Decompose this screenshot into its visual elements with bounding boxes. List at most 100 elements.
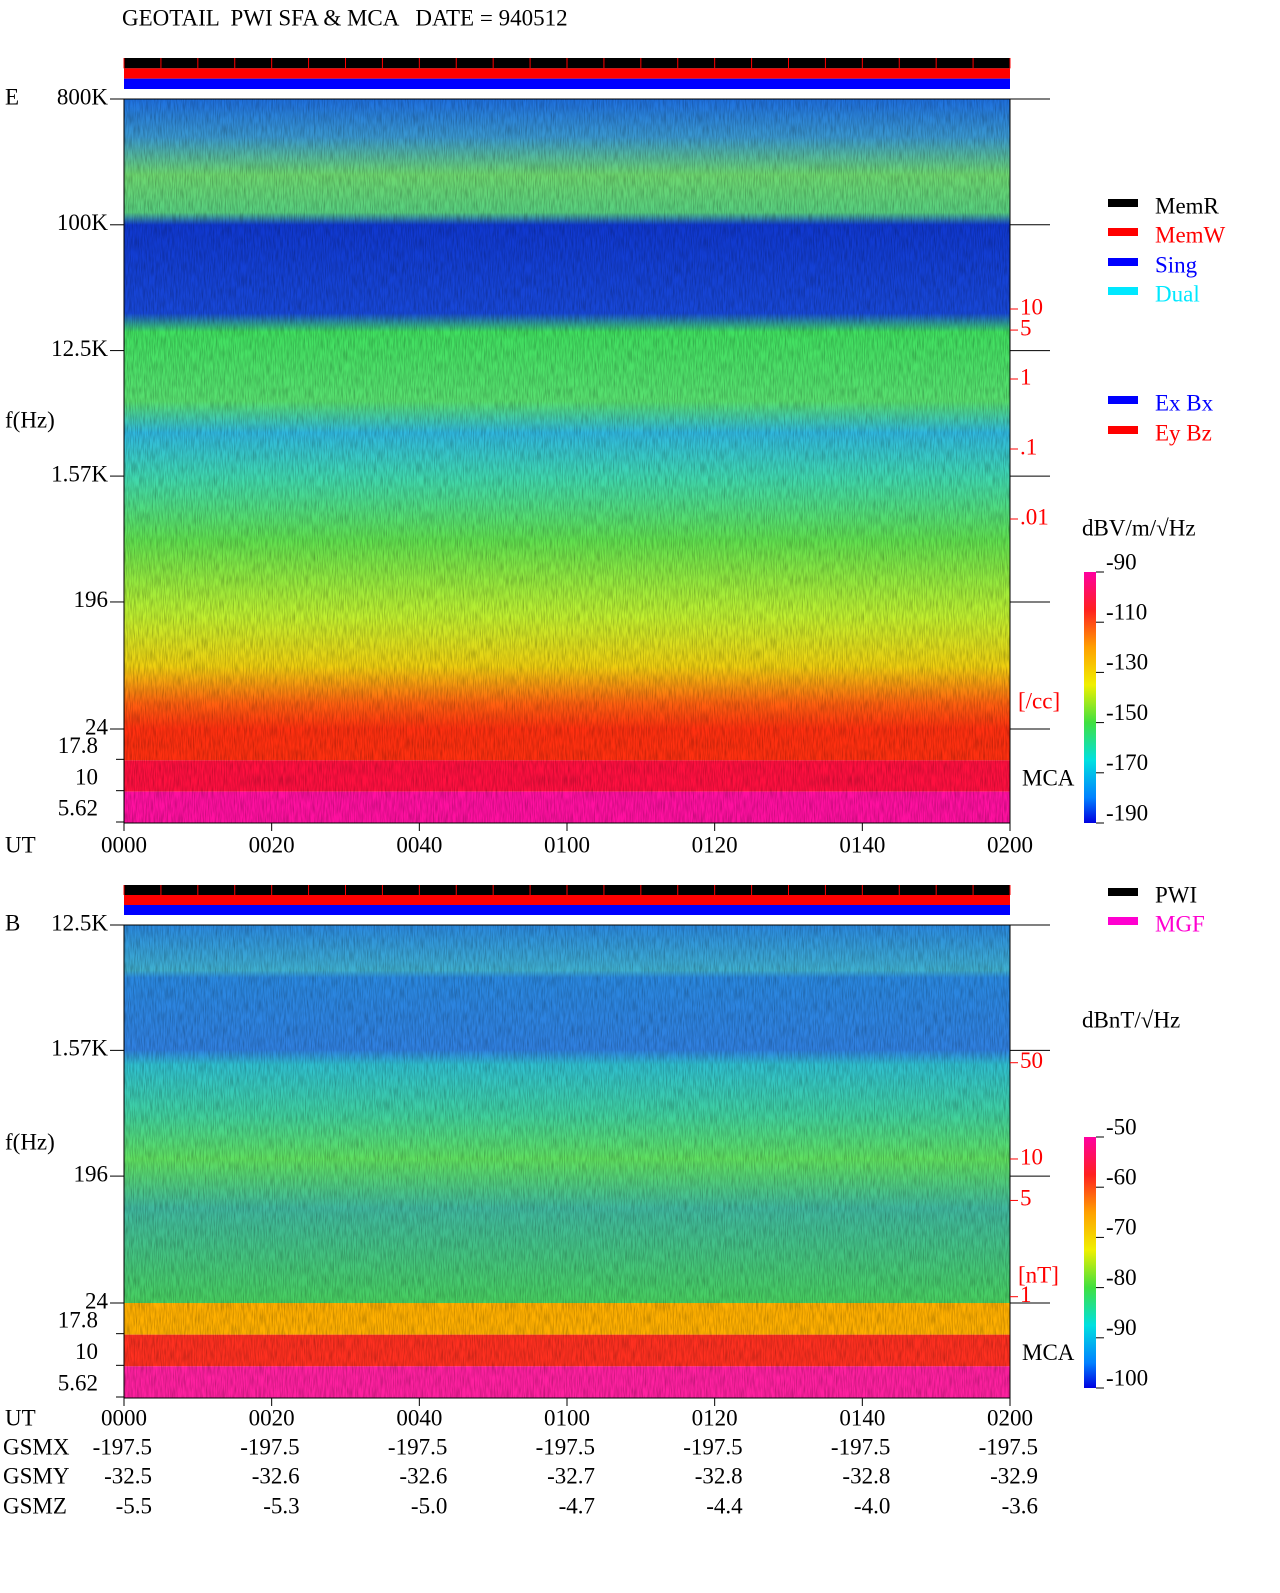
y-axis-label: f(Hz): [5, 1129, 55, 1154]
orbit-value: -32.7: [547, 1463, 595, 1488]
y-tick-label: 12.5K: [51, 336, 108, 361]
mca-tick-label: 10: [75, 764, 98, 789]
status-bar: [124, 78, 1010, 89]
y-tick-label: 196: [74, 587, 109, 612]
mca-label: MCA: [1022, 765, 1075, 790]
y2-tick-label: 1: [1020, 1282, 1032, 1307]
legend-swatch: [1108, 199, 1138, 207]
x-axis-label: UT: [5, 1405, 36, 1430]
orbit-row-label: GSMY: [3, 1463, 70, 1488]
legend-label: Ex Bx: [1155, 390, 1214, 415]
legend-label: Dual: [1155, 281, 1200, 306]
status-bar: [124, 68, 1010, 79]
x-tick-label: 0100: [544, 832, 590, 857]
mca-tick-label: 17.8: [58, 733, 98, 758]
x-tick-label: 0000: [101, 832, 147, 857]
colorbar: [1084, 1137, 1096, 1388]
status-bar: [124, 895, 1010, 905]
x-tick-label: 0100: [544, 1405, 590, 1430]
orbit-value: -32.6: [399, 1463, 447, 1488]
orbit-value: -197.5: [536, 1434, 595, 1459]
status-bar: [124, 905, 1010, 915]
legend-swatch: [1108, 258, 1138, 266]
y2-tick-label: 10: [1020, 1144, 1043, 1169]
y-tick-label: 1.57K: [51, 1036, 108, 1061]
component-label: B: [5, 910, 20, 935]
legend-label: MemR: [1155, 193, 1220, 218]
orbit-value: -5.5: [116, 1493, 152, 1518]
x-tick-label: 0040: [396, 1405, 442, 1430]
mca-tick-label: 10: [75, 1339, 98, 1364]
legend-label: MGF: [1155, 911, 1205, 936]
y2-tick-label: 5: [1020, 315, 1032, 340]
y2-label: [/cc]: [1018, 688, 1060, 713]
orbit-value: -5.3: [263, 1493, 299, 1518]
colorbar-tick-label: -50: [1106, 1114, 1137, 1139]
legend-label: PWI: [1155, 882, 1197, 907]
legend-swatch: [1108, 426, 1138, 434]
orbit-value: -32.5: [104, 1463, 152, 1488]
x-tick-label: 0020: [249, 1405, 295, 1430]
orbit-value: -197.5: [831, 1434, 890, 1459]
orbit-value: -4.4: [706, 1493, 743, 1518]
legend-label: Sing: [1155, 252, 1198, 277]
y-tick-label: 800K: [57, 84, 109, 109]
orbit-value: -32.8: [695, 1463, 743, 1488]
x-tick-label: 0120: [692, 832, 738, 857]
mca-label: MCA: [1022, 1340, 1075, 1365]
chart-title: GEOTAIL PWI SFA & MCA DATE = 940512: [122, 5, 568, 30]
y2-label: [nT]: [1018, 1262, 1059, 1287]
orbit-value: -197.5: [388, 1434, 447, 1459]
colorbar-tick-label: -110: [1106, 599, 1147, 624]
orbit-value: -32.9: [990, 1463, 1038, 1488]
y2-tick-label: 50: [1020, 1048, 1043, 1073]
x-tick-label: 0140: [839, 1405, 885, 1430]
x-tick-label: 0200: [987, 832, 1033, 857]
x-tick-label: 0020: [249, 832, 295, 857]
noise: [124, 99, 1010, 823]
legend-label: MemW: [1155, 222, 1226, 247]
colorbar-tick-label: -70: [1106, 1215, 1137, 1240]
y-tick-label: 12.5K: [51, 910, 108, 935]
y-tick-label: 24: [85, 714, 109, 739]
x-tick-label: 0200: [987, 1405, 1033, 1430]
colorbar-tick-label: -90: [1106, 549, 1137, 574]
orbit-value: -3.6: [1002, 1493, 1038, 1518]
colorbar-tick-label: -190: [1106, 800, 1148, 825]
orbit-row-label: GSMX: [3, 1434, 70, 1459]
y-tick-label: 1.57K: [51, 461, 108, 486]
orbit-value: -32.8: [842, 1463, 890, 1488]
orbit-row-label: GSMZ: [3, 1493, 67, 1518]
orbit-value: -197.5: [683, 1434, 742, 1459]
y-tick-label: 24: [85, 1288, 109, 1313]
orbit-value: -5.0: [411, 1493, 447, 1518]
x-tick-label: 0040: [396, 832, 442, 857]
legend-swatch: [1108, 396, 1138, 404]
colorbar-tick-label: -170: [1106, 750, 1148, 775]
noise: [124, 925, 1010, 1398]
colorbar-tick-label: -100: [1106, 1365, 1148, 1390]
colorbar-tick-label: -150: [1106, 700, 1148, 725]
y2-tick-label: 10: [1020, 294, 1043, 319]
colorbar: [1084, 572, 1096, 823]
colorbar-label: dBV/m/√Hz: [1082, 515, 1196, 540]
x-tick-label: 0000: [101, 1405, 147, 1430]
orbit-value: -197.5: [240, 1434, 299, 1459]
x-axis-label: UT: [5, 832, 36, 857]
legend-label: Ey Bz: [1155, 420, 1212, 445]
legend-swatch: [1108, 917, 1138, 925]
component-label: E: [5, 84, 19, 109]
colorbar-tick-label: -130: [1106, 650, 1148, 675]
colorbar-tick-label: -80: [1106, 1265, 1137, 1290]
y-tick-label: 196: [74, 1161, 109, 1186]
orbit-value: -197.5: [979, 1434, 1038, 1459]
y2-tick-label: 5: [1020, 1186, 1032, 1211]
x-tick-label: 0140: [839, 832, 885, 857]
y-tick-label: 100K: [57, 210, 109, 235]
colorbar-label: dBnT/√Hz: [1082, 1007, 1180, 1032]
x-tick-label: 0120: [692, 1405, 738, 1430]
y2-tick-label: .01: [1020, 504, 1049, 529]
mca-tick-label: 17.8: [58, 1307, 98, 1332]
orbit-value: -4.7: [559, 1493, 595, 1518]
